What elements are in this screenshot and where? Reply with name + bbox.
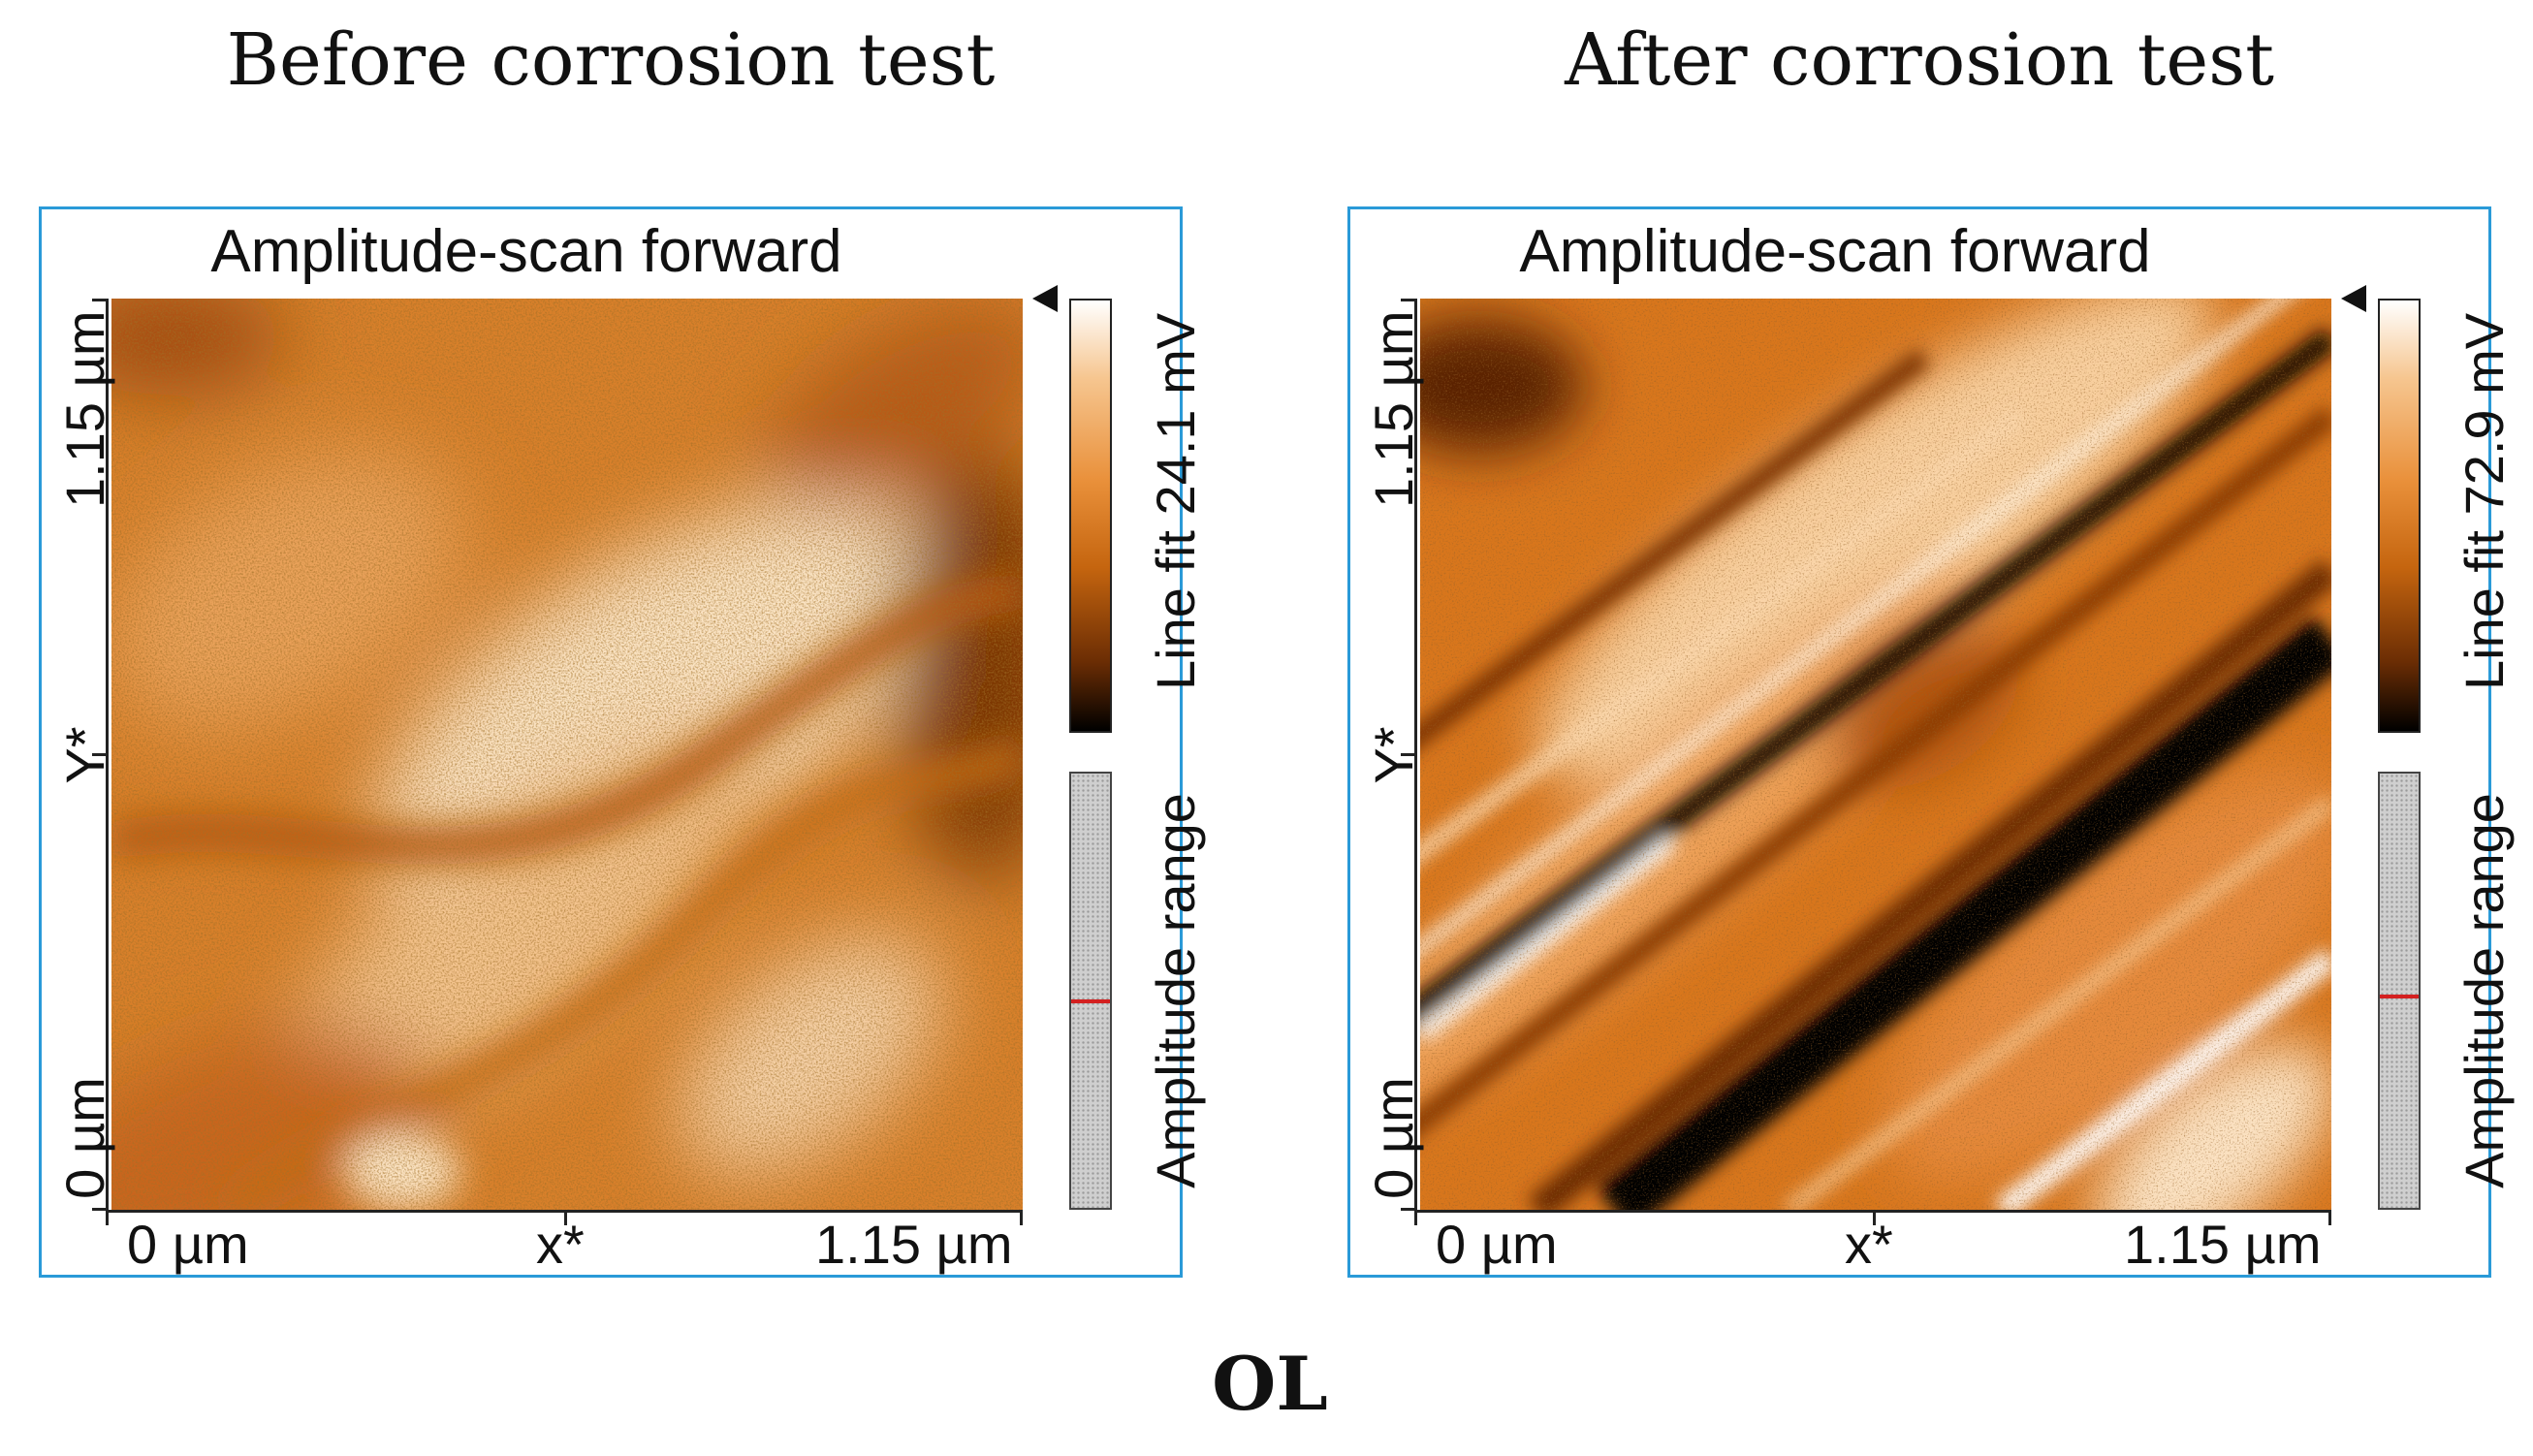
y-label-mid: Y* xyxy=(1363,726,1424,784)
y-tick-top xyxy=(1401,299,1416,301)
x-label-left: 0 µm xyxy=(1436,1214,1558,1275)
x-tick-left xyxy=(1414,1210,1417,1225)
x-label-mid: x* xyxy=(536,1214,585,1275)
amplitude-range-bar xyxy=(2378,772,2421,1210)
amplitude-range-bar xyxy=(1069,772,1112,1210)
color-scale-bar xyxy=(2378,299,2421,733)
y-label-bottom: 0 µm xyxy=(1363,1077,1424,1199)
range-marker xyxy=(1071,998,1110,1003)
afm-panel-after: Amplitude-scan forward xyxy=(1347,206,2515,1278)
y-label-top: 1.15 µm xyxy=(1363,310,1424,508)
scan-position-marker-icon xyxy=(2341,285,2366,312)
afm-image-after xyxy=(1420,299,2331,1210)
x-tick-mid xyxy=(564,1210,567,1225)
panel-title: Amplitude-scan forward xyxy=(1519,218,2151,285)
afm-image-before xyxy=(111,299,1023,1210)
y-label-mid: Y* xyxy=(54,726,115,784)
x-tick-left xyxy=(106,1210,109,1225)
panel-title: Amplitude-scan forward xyxy=(210,218,842,285)
y-tick-bottom xyxy=(92,1208,108,1211)
scan-position-marker-icon xyxy=(1032,285,1058,312)
colorbar-label: Line fit 72.9 mV xyxy=(2454,312,2515,690)
x-label-left: 0 µm xyxy=(127,1214,249,1275)
y-tick-mid xyxy=(1401,753,1416,756)
y-tick-bottom xyxy=(1401,1208,1416,1211)
range-label: Amplitude range xyxy=(2454,793,2515,1188)
x-label-right: 1.15 µm xyxy=(2124,1214,2322,1275)
x-label-mid: x* xyxy=(1845,1214,1893,1275)
color-scale-bar xyxy=(1069,299,1112,733)
x-tick-right xyxy=(2328,1210,2331,1225)
afm-panel-before: Amplitude-scan forward xyxy=(39,206,1206,1278)
y-tick-mid xyxy=(92,753,108,756)
heading-before: Before corrosion test xyxy=(226,18,996,102)
y-tick-top xyxy=(92,299,108,301)
figure-caption: OL xyxy=(1212,1341,1328,1427)
y-label-top: 1.15 µm xyxy=(54,310,115,508)
x-tick-mid xyxy=(1873,1210,1876,1225)
range-label: Amplitude range xyxy=(1145,793,1206,1188)
x-tick-right xyxy=(1020,1210,1023,1225)
x-label-right: 1.15 µm xyxy=(815,1214,1013,1275)
heading-after: After corrosion test xyxy=(1565,18,2274,102)
range-marker xyxy=(2380,995,2419,999)
colorbar-label: Line fit 24.1 mV xyxy=(1145,312,1206,690)
y-label-bottom: 0 µm xyxy=(54,1077,115,1199)
